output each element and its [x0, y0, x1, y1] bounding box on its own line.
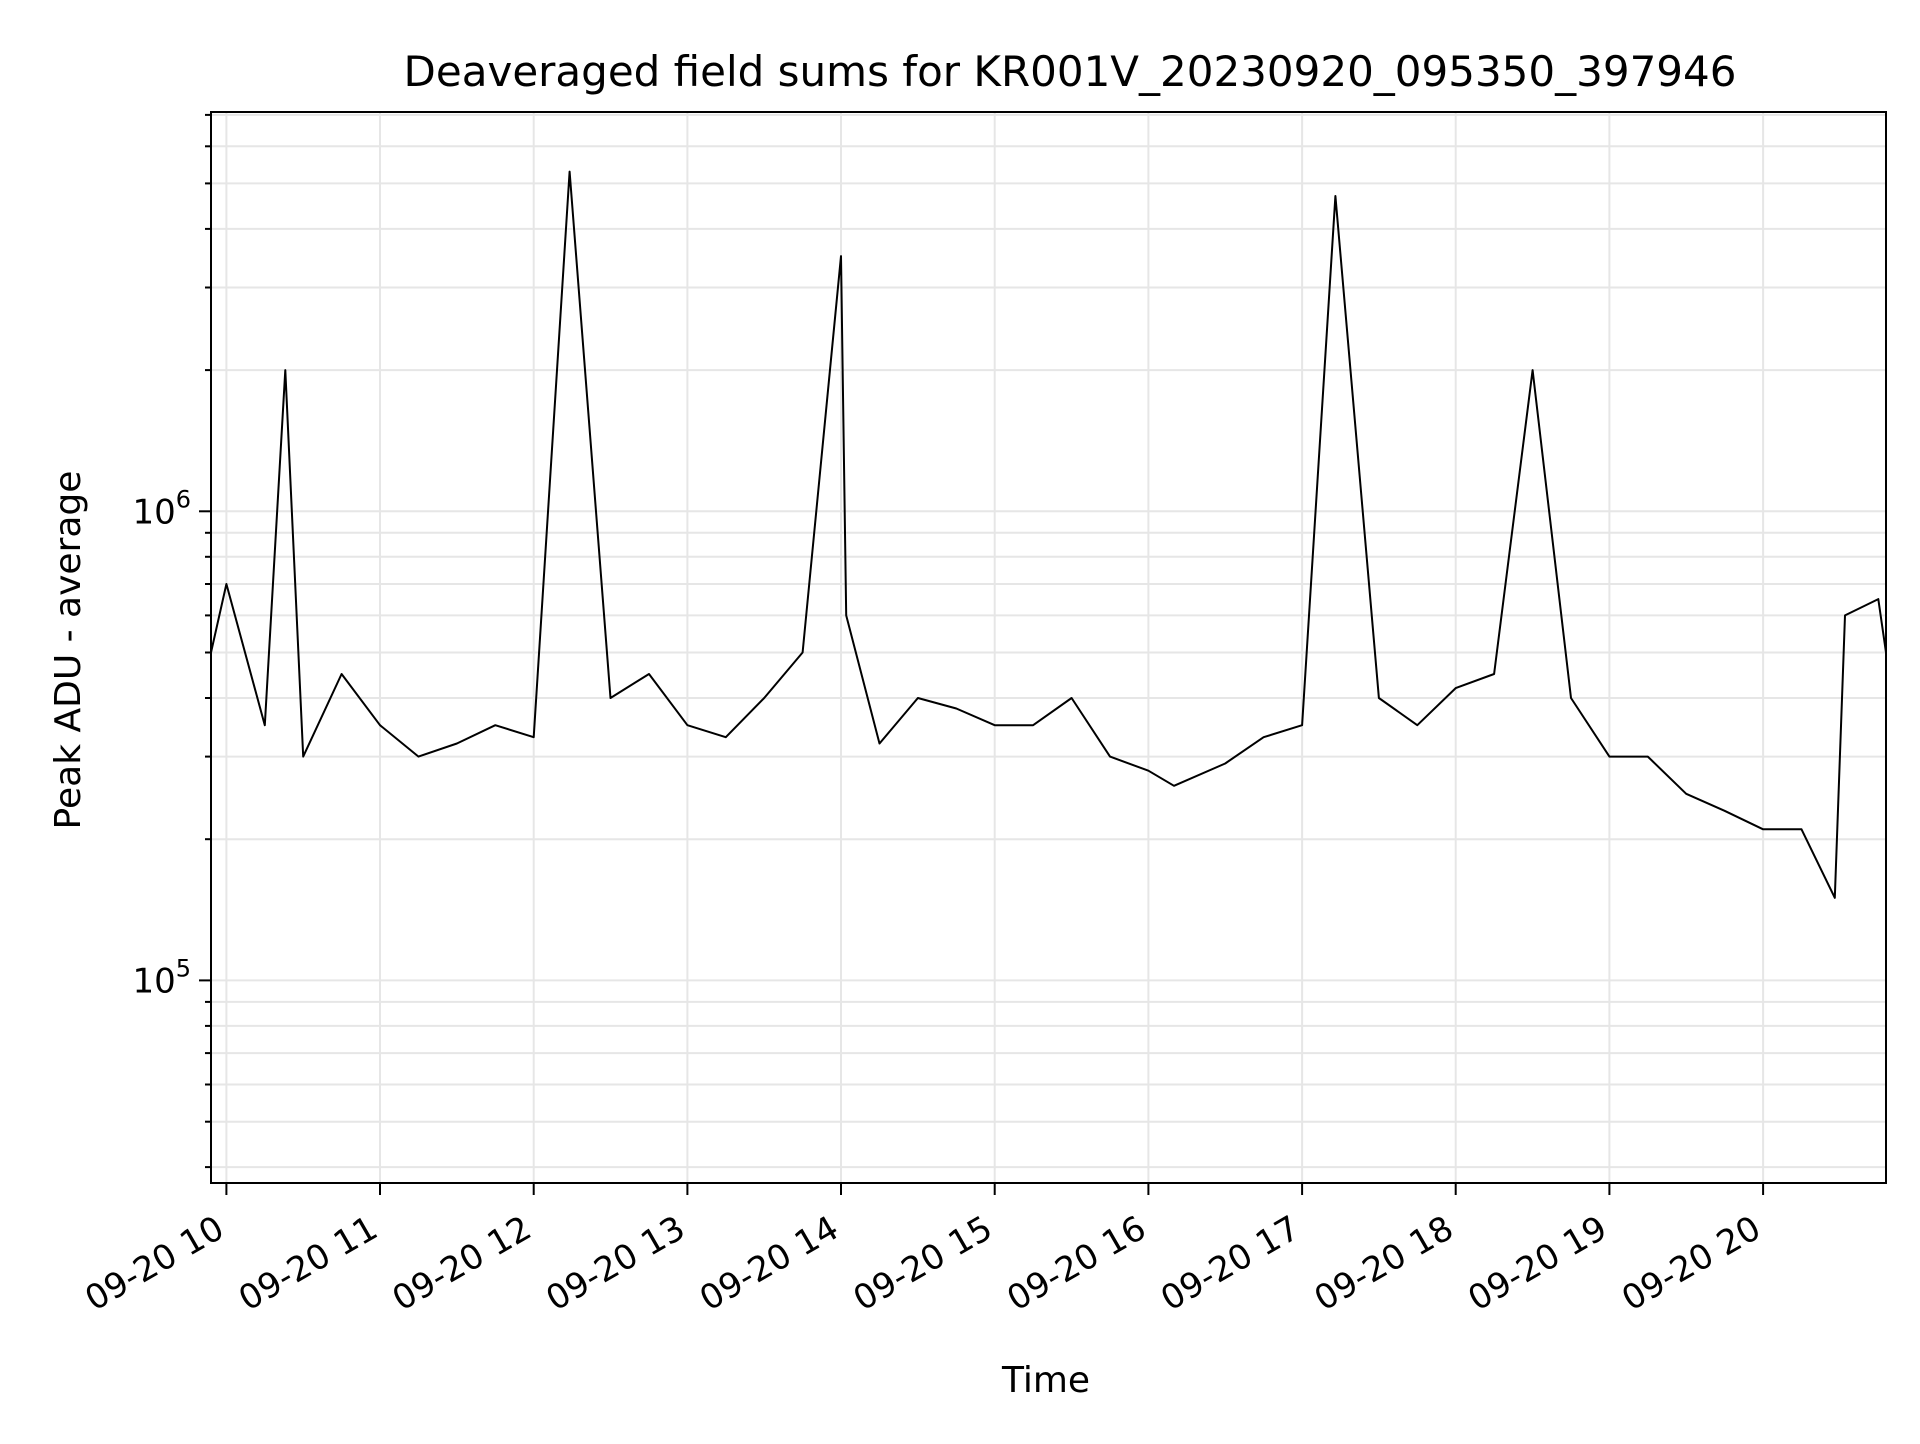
series-layer	[210, 170, 1887, 899]
y-tick-label: 105	[132, 954, 191, 1001]
y-tick-label: 106	[132, 485, 191, 532]
plot-frame	[210, 111, 1887, 1184]
y-axis-label: Peak ADU - average	[48, 471, 89, 830]
series-line	[210, 170, 1887, 899]
x-axis-label: Time	[1001, 1360, 1090, 1401]
chart-title: Deaveraged field sums for KR001V_2023092…	[404, 47, 1737, 96]
grid-layer	[211, 112, 1886, 1183]
